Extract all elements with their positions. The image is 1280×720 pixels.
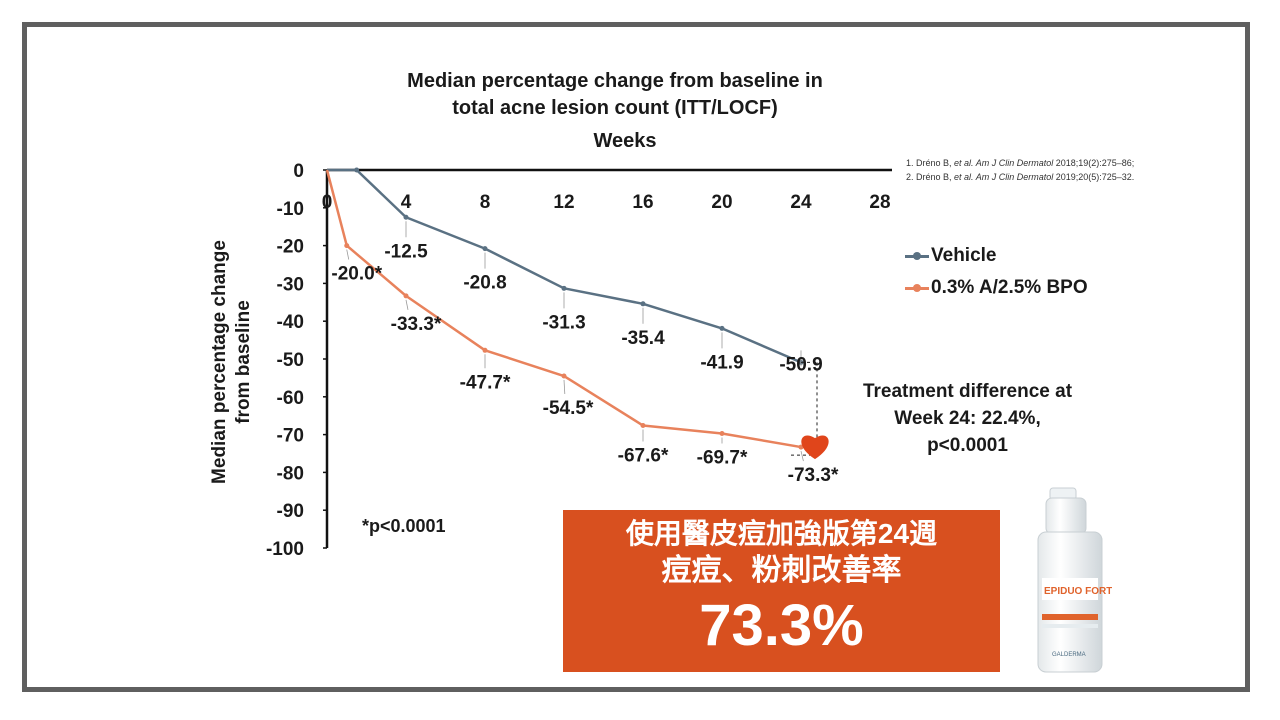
- data-label: -12.5: [384, 241, 428, 262]
- promo-line2: 痘痘、粉刺改善率: [661, 554, 902, 587]
- chart-title-line1: Median percentage change from baseline i…: [407, 70, 823, 92]
- reference-1-authors: 1. Dréno B,: [906, 158, 955, 168]
- y-tick-label: -40: [277, 312, 304, 333]
- product-maker: GALDERMA: [1052, 652, 1086, 658]
- treatment-difference-line2: Week 24: 22.4%,: [894, 408, 1041, 429]
- data-point-1: [403, 293, 409, 299]
- series-line-0: [327, 168, 802, 364]
- data-label: -33.3*: [391, 314, 442, 335]
- y-tick-label: -90: [277, 501, 304, 522]
- legend-item-treatment: 0.3% A/2.5% BPO: [905, 272, 1088, 304]
- data-label: -35.4: [621, 328, 665, 349]
- x-tick-label: 20: [711, 192, 732, 213]
- data-point-1: [798, 444, 804, 450]
- data-point-0: [403, 214, 409, 220]
- reference-1: 1. Dréno B, et al. Am J Clin Dermatol 20…: [906, 156, 1134, 170]
- data-point-0: [640, 301, 646, 307]
- references: 1. Dréno B, et al. Am J Clin Dermatol 20…: [906, 156, 1134, 184]
- significance-note: *p<0.0001: [362, 516, 446, 536]
- y-tick-label: -50: [277, 350, 304, 371]
- leader-line: [563, 379, 566, 395]
- x-axis-label: Weeks: [593, 130, 657, 152]
- legend-label-vehicle: Vehicle: [931, 245, 997, 266]
- legend-swatch-vehicle: [905, 252, 929, 260]
- data-label: -54.5*: [543, 398, 594, 419]
- treatment-difference-note: Treatment difference at Week 24: 22.4%, …: [845, 378, 1090, 459]
- y-tick-label: -60: [277, 388, 304, 409]
- legend: Vehicle 0.3% A/2.5% BPO: [905, 240, 1088, 304]
- data-point-0: [561, 285, 567, 291]
- data-label: -41.9: [700, 352, 743, 373]
- data-point-1: [719, 430, 725, 436]
- y-tick-label: -30: [277, 274, 304, 295]
- chart-title: Median percentage change from baseline i…: [360, 68, 870, 122]
- x-tick-label: 16: [632, 192, 653, 213]
- legend-swatch-treatment: [905, 284, 929, 292]
- data-label: -47.7*: [460, 372, 511, 393]
- y-tick-label: -70: [277, 426, 304, 447]
- y-tick-label: -10: [277, 199, 304, 220]
- leader-line: [346, 249, 350, 260]
- reference-2-citation: 2019;20(5):725–32.: [1053, 172, 1135, 182]
- reference-2-journal: et al. Am J Clin Dermatol: [954, 172, 1054, 182]
- reference-1-journal: et al. Am J Clin Dermatol: [954, 158, 1054, 168]
- x-tick-label: 0: [322, 192, 333, 213]
- data-label: -69.7*: [697, 447, 748, 468]
- promo-banner: 使用醫皮痘加強版第24週 痘痘、粉刺改善率 73.3%: [563, 510, 1000, 672]
- reference-2-authors: 2. Dréno B,: [906, 172, 955, 182]
- x-tick-label: 8: [480, 192, 491, 213]
- x-tick-label: 24: [790, 192, 812, 213]
- product-brand: EPIDUO FORTE: [1044, 586, 1112, 597]
- x-tick-label: 4: [401, 192, 412, 213]
- y-tick-label: 0: [293, 161, 304, 182]
- treatment-difference-line3: p<0.0001: [927, 435, 1008, 456]
- leader-line: [405, 299, 409, 310]
- data-point-1: [561, 373, 567, 379]
- data-label: -67.6*: [618, 446, 669, 467]
- heart-icon: [801, 435, 829, 460]
- x-tick-label: 12: [553, 192, 574, 213]
- chart-title-line2: total acne lesion count (ITT/LOCF): [452, 97, 778, 119]
- data-point-0: [719, 325, 725, 331]
- data-point-0: [482, 246, 488, 252]
- y-tick-label: -20: [277, 237, 304, 258]
- y-tick-label: -100: [266, 539, 304, 560]
- leader-line: [800, 450, 804, 462]
- series-line-1: [325, 169, 802, 449]
- data-label: -20.8: [463, 273, 506, 294]
- promo-rate: 73.3%: [699, 593, 864, 658]
- product-image: EPIDUO FORTE GALDERMA: [1037, 487, 1112, 673]
- data-label: -50.9: [779, 354, 822, 375]
- data-label: -20.0*: [331, 264, 382, 285]
- data-label: -31.3: [542, 312, 585, 333]
- y-tick-label: -80: [277, 463, 304, 484]
- reference-1-citation: 2018;19(2):275–86;: [1053, 158, 1135, 168]
- data-point-1: [344, 243, 350, 249]
- promo-line1: 使用醫皮痘加強版第24週: [625, 518, 938, 549]
- data-point-0: [354, 167, 360, 173]
- reference-2: 2. Dréno B, et al. Am J Clin Dermatol 20…: [906, 170, 1134, 184]
- data-point-1: [640, 423, 646, 429]
- data-point-1: [482, 347, 488, 353]
- data-label: -73.3*: [788, 465, 839, 486]
- treatment-difference-line1: Treatment difference at: [862, 381, 1073, 402]
- legend-label-treatment: 0.3% A/2.5% BPO: [931, 277, 1088, 298]
- legend-item-vehicle: Vehicle: [905, 240, 1088, 272]
- x-tick-label: 28: [869, 192, 890, 213]
